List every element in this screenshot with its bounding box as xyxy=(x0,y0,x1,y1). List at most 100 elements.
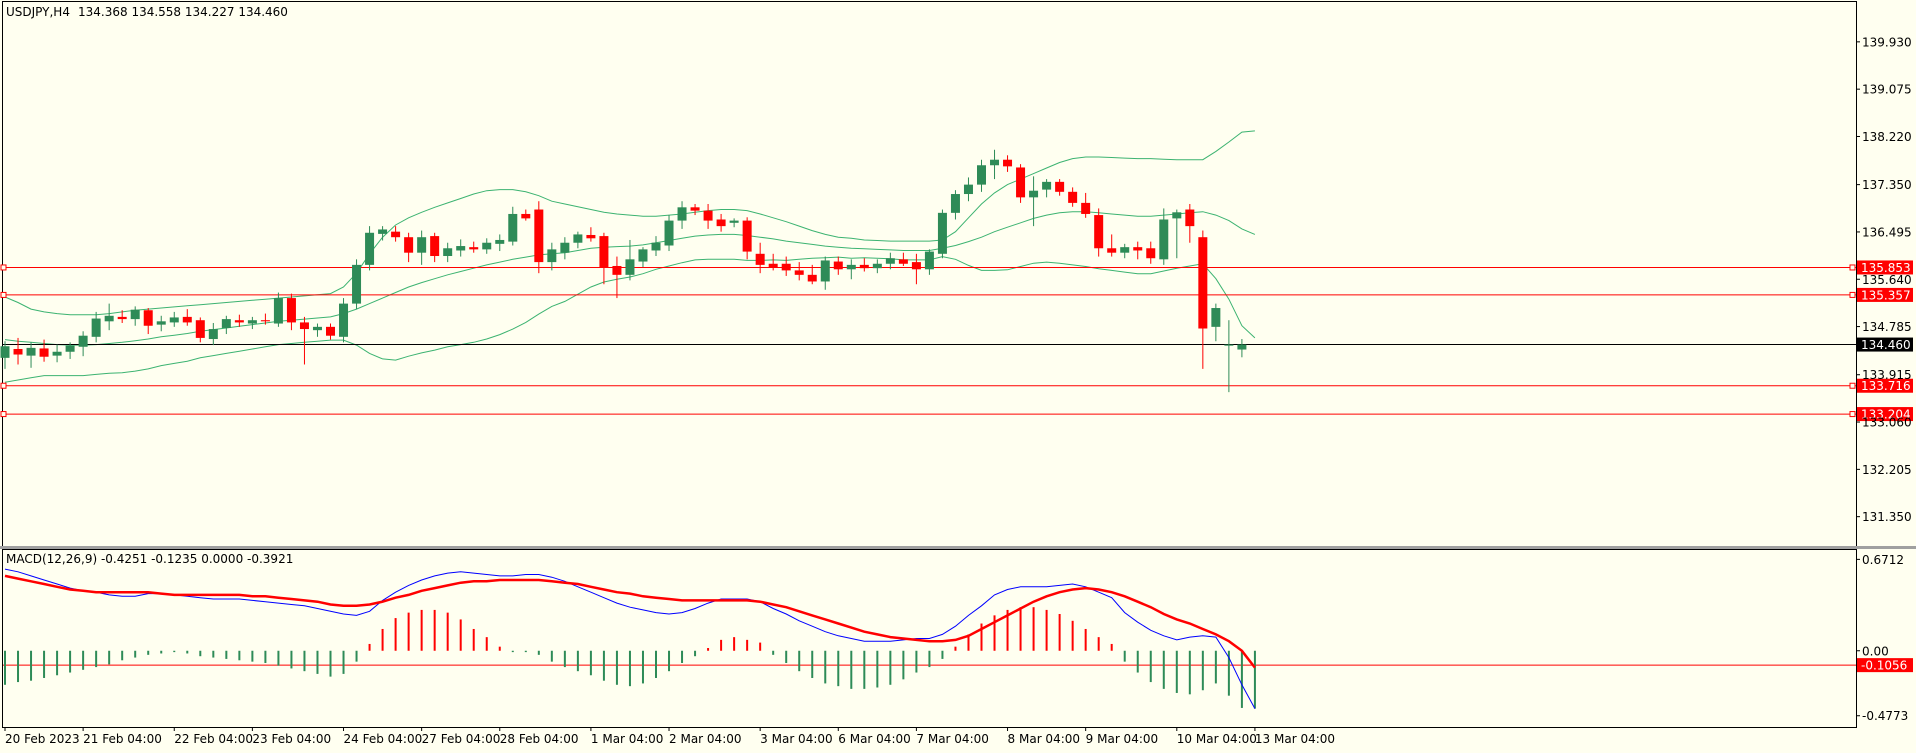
time-tick-label: 20 Feb 2023 xyxy=(5,732,80,746)
time-tick-label: 13 Mar 04:00 xyxy=(1255,732,1335,746)
candle-body xyxy=(1094,215,1104,249)
candle-body xyxy=(182,316,192,323)
candlesticks xyxy=(0,149,1247,393)
candle-body xyxy=(729,220,739,223)
candle-body xyxy=(612,265,622,275)
candle-body xyxy=(78,335,88,347)
candle-body xyxy=(534,209,544,263)
time-tick-label: 6 Mar 04:00 xyxy=(838,732,911,746)
candle-body xyxy=(807,274,817,282)
candle-body xyxy=(352,264,362,304)
level-anchor-left xyxy=(0,291,7,298)
candle-body xyxy=(260,320,270,322)
price-tick-label: 132.205 xyxy=(1862,463,1912,477)
candle-body xyxy=(872,263,882,269)
candle-body xyxy=(456,246,466,251)
time-tick-label: 2 Mar 04:00 xyxy=(669,732,742,746)
candle-body xyxy=(208,329,218,340)
price-tick-label: 138.220 xyxy=(1862,130,1912,144)
level-price-tag xyxy=(1857,260,1913,275)
level-price-label: 135.853 xyxy=(1861,261,1911,275)
macd-main-line xyxy=(4,568,1256,709)
candle-body xyxy=(365,232,375,265)
candle-body xyxy=(130,309,140,320)
level-anchor-left xyxy=(0,411,7,418)
time-tick-label: 1 Mar 04:00 xyxy=(591,732,664,746)
level-price-tag xyxy=(1857,378,1913,393)
bid-price-tag xyxy=(1857,337,1913,352)
candle-body xyxy=(1172,212,1182,219)
time-tick-label: 7 Mar 04:00 xyxy=(916,732,989,746)
candle-body xyxy=(677,207,687,221)
candle-body xyxy=(104,315,114,322)
candle-body xyxy=(755,253,765,265)
macd-pane-frame xyxy=(2,549,1857,728)
time-tick-label: 21 Feb 04:00 xyxy=(83,732,162,746)
candle-body xyxy=(963,184,973,195)
candle-body xyxy=(339,303,349,337)
price-tick-label: 133.060 xyxy=(1862,416,1912,430)
candle-body xyxy=(1146,248,1156,259)
candle-body xyxy=(664,220,674,246)
candle-body xyxy=(560,242,570,253)
candle-body xyxy=(885,258,895,264)
price-tick-label: 133.915 xyxy=(1862,368,1912,382)
candle-body xyxy=(1159,219,1169,260)
candle-body xyxy=(508,213,518,242)
candle-body xyxy=(312,326,322,331)
candle-body xyxy=(977,165,986,185)
candle-body xyxy=(937,212,947,254)
macd-label: MACD(12,26,9) -0.4251 -0.1235 0.0000 -0.… xyxy=(6,552,293,566)
candle-body xyxy=(52,351,62,356)
candle-body xyxy=(221,319,231,328)
bid-price-label: 134.460 xyxy=(1861,338,1911,352)
candle-body xyxy=(521,213,531,219)
candle-body xyxy=(417,237,427,253)
level-anchor-right xyxy=(1849,264,1856,271)
candle-body xyxy=(169,317,179,323)
macd-axis: -0.1056 0.6712 0.00 -0.4773 xyxy=(1856,553,1913,723)
candle-body xyxy=(1029,190,1039,198)
time-tick-label: 23 Feb 04:00 xyxy=(252,732,331,746)
price-tick-label: 134.785 xyxy=(1862,320,1912,334)
ohlc-label: 134.368 134.558 134.227 134.460 xyxy=(78,5,288,19)
macd-current-tag xyxy=(1857,658,1913,673)
candle-body xyxy=(1185,209,1195,227)
candle-body xyxy=(65,345,75,352)
candle-body xyxy=(1068,191,1078,203)
candle-body xyxy=(156,321,166,325)
time-tick-label: 3 Mar 04:00 xyxy=(760,732,833,746)
candle-body xyxy=(859,264,869,269)
pane-splitter[interactable] xyxy=(0,546,1916,549)
candle-body xyxy=(1016,167,1026,198)
candle-body xyxy=(13,348,23,355)
time-tick-label: 10 Mar 04:00 xyxy=(1177,732,1257,746)
horizontal-levels[interactable]: 135.853 135.357 133.716 133.204 134.460 xyxy=(0,260,1913,422)
time-tick-label: 9 Mar 04:00 xyxy=(1086,732,1159,746)
level-anchor-right xyxy=(1849,411,1856,418)
bollinger-band-line-0 xyxy=(4,130,1255,316)
price-tick-label: 136.495 xyxy=(1862,225,1912,239)
candle-body xyxy=(117,316,127,320)
candle-body xyxy=(794,270,804,275)
candle-body xyxy=(430,236,440,257)
candle-body xyxy=(482,242,492,250)
time-tick-label: 8 Mar 04:00 xyxy=(1008,732,1081,746)
candle-body xyxy=(820,260,830,282)
candle-body xyxy=(91,318,101,337)
candle-body xyxy=(1211,308,1221,327)
symbol-label: USDJPY,H4 xyxy=(6,5,70,19)
candle-body xyxy=(391,231,401,238)
level-price-label: 133.716 xyxy=(1861,379,1911,393)
candle-body xyxy=(299,322,309,330)
candle-body xyxy=(1055,181,1065,192)
candle-body xyxy=(1133,247,1143,251)
price-tick-label: 137.350 xyxy=(1862,178,1912,192)
candle-body xyxy=(1042,181,1052,190)
macd-histogram xyxy=(3,607,1856,709)
price-tick-label: 139.075 xyxy=(1862,83,1912,97)
candle-body xyxy=(0,346,10,358)
candle-body xyxy=(833,261,843,270)
